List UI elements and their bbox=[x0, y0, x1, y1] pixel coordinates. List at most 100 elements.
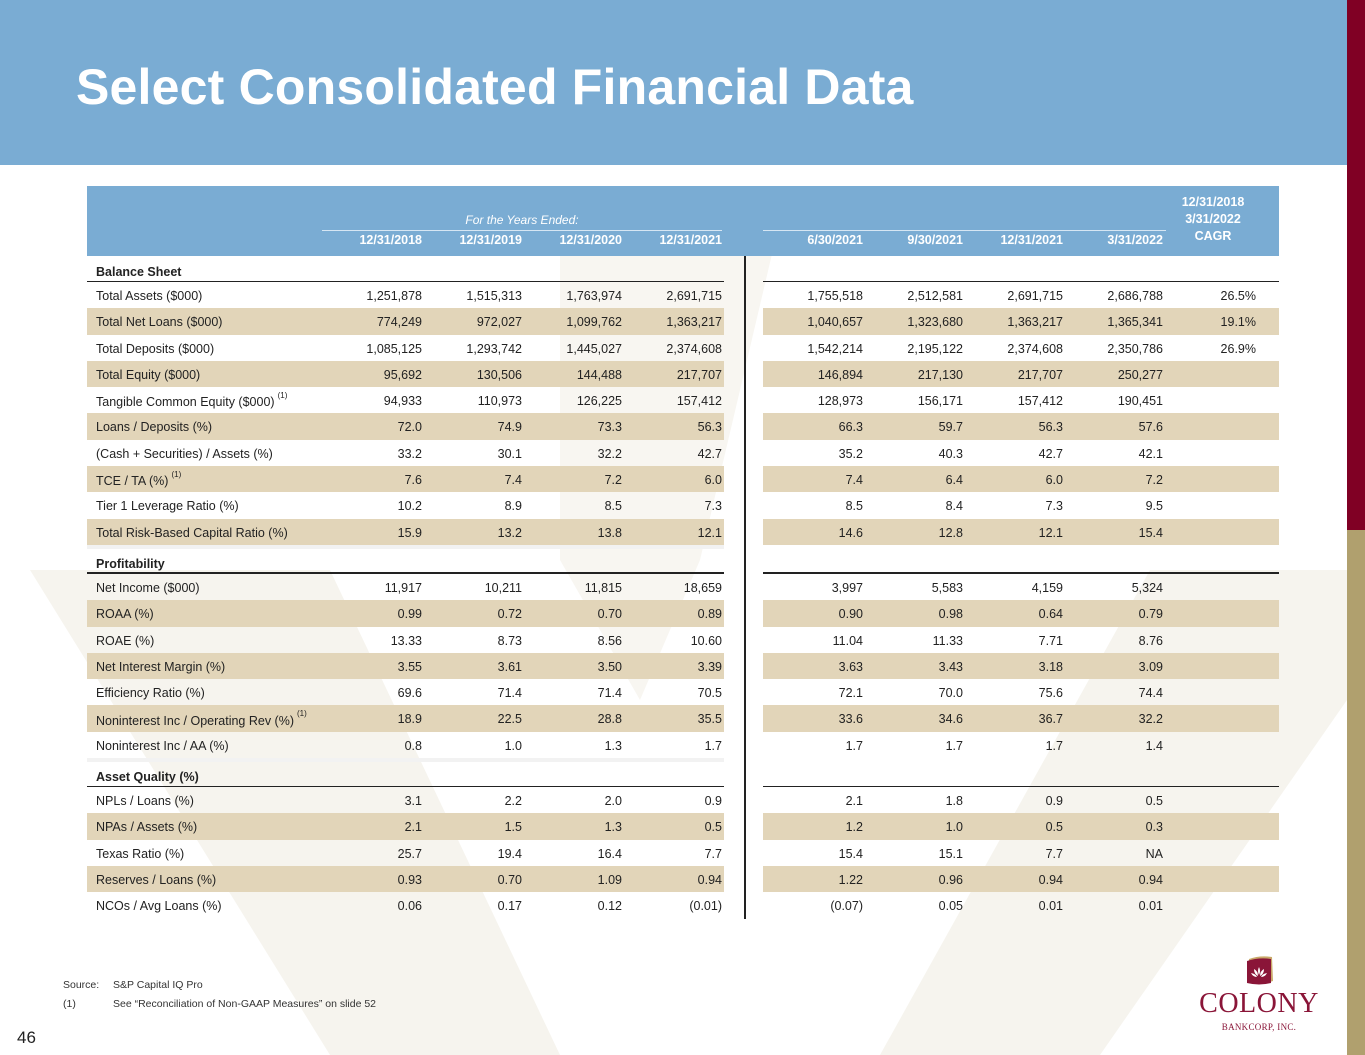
cell-quarterly: 15.4 bbox=[1138, 525, 1163, 540]
cell-annual: 33.2 bbox=[397, 446, 422, 461]
section-rule bbox=[763, 280, 1279, 282]
cell-annual: 2.2 bbox=[504, 794, 522, 809]
row-bg bbox=[763, 360, 1279, 388]
footnote-text: S&P Capital IQ Pro bbox=[113, 979, 203, 991]
cell-quarterly: 1.2 bbox=[845, 820, 863, 835]
column-header-annual: 12/31/2019 bbox=[459, 233, 522, 247]
row-label: (Cash + Securities) / Assets (%) bbox=[96, 447, 273, 461]
table-row: Tangible Common Equity ($000) (1) 94,933 11… bbox=[87, 387, 1279, 413]
table-row: Total Risk-Based Capital Ratio (%) 15.9 13… bbox=[87, 518, 1279, 545]
table-row: Texas Ratio (%) 25.7 19.4 16.4 7.7 15.4 15.1 7.… bbox=[87, 840, 1279, 866]
footnotes: Source: S&P Capital IQ Pro (1) See “Reconc… bbox=[63, 979, 376, 1017]
table-header: For the Years Ended: 12/31/2018 12/31/201… bbox=[87, 186, 1279, 256]
cell-annual: 30.1 bbox=[497, 446, 522, 461]
cell-annual: 32.2 bbox=[597, 446, 622, 461]
cell-quarterly: 8.5 bbox=[845, 499, 863, 514]
footnote-1: (1) See “Reconciliation of Non-GAAP Measu… bbox=[63, 998, 376, 1017]
cell-quarterly: 217,707 bbox=[1017, 367, 1063, 382]
cell-annual: 18.9 bbox=[397, 712, 422, 727]
row-bg bbox=[87, 466, 724, 493]
row-label-text: (Cash + Securities) / Assets (%) bbox=[96, 446, 273, 461]
row-label: Net Income ($000) bbox=[96, 581, 200, 595]
cell-annual: 7.2 bbox=[604, 473, 622, 488]
row-label-text: Total Equity ($000) bbox=[96, 367, 201, 382]
cell-quarterly: 2,374,608 bbox=[1007, 341, 1063, 356]
table-row: Reserves / Loans (%) 0.93 0.70 1.09 0.94 1.22… bbox=[87, 865, 1279, 893]
row-bg bbox=[763, 466, 1279, 493]
cell-annual: 28.8 bbox=[597, 712, 622, 727]
cell-quarterly: 250,277 bbox=[1117, 367, 1163, 382]
section-rule bbox=[763, 785, 1279, 788]
table-row: Efficiency Ratio (%) 69.6 71.4 71.4 70.5 72.1… bbox=[87, 679, 1279, 705]
row-label: Texas Ratio (%) bbox=[96, 847, 184, 861]
cell-annual: 73.3 bbox=[597, 420, 622, 435]
row-bg bbox=[763, 865, 1279, 893]
table-row: ROAA (%) 0.99 0.72 0.70 0.89 0.90 0.98 0.64 0.79 bbox=[87, 600, 1279, 627]
row-label-text: ROAE (%) bbox=[96, 633, 155, 648]
cell-annual: 2.1 bbox=[404, 820, 422, 835]
row-label-text: Noninterest Inc / AA (%) bbox=[96, 738, 229, 753]
years-ended-label: For the Years Ended: bbox=[465, 213, 579, 227]
page-number: 46 bbox=[17, 1028, 36, 1047]
cell-annual: 0.8 bbox=[404, 738, 422, 753]
cell-annual: 3.61 bbox=[497, 659, 522, 674]
cell-quarterly: 1,040,657 bbox=[807, 315, 863, 330]
cell-annual: 972,027 bbox=[476, 315, 522, 330]
cell-annual: 0.70 bbox=[497, 872, 522, 887]
row-label: Total Assets ($000) bbox=[96, 289, 202, 303]
logo-subtitle: BANKCORP, INC. bbox=[1221, 1022, 1297, 1032]
cell-annual: 10,211 bbox=[484, 580, 522, 595]
cell-annual: 0.93 bbox=[397, 872, 422, 887]
table-row: Total Equity ($000) 95,692 130,506 144,488 2… bbox=[87, 360, 1279, 388]
cell-annual: 1.7 bbox=[704, 738, 722, 753]
cell-annual: 42.7 bbox=[697, 446, 722, 461]
table-body: Balance Sheet Total Assets ($000) 1,251,87… bbox=[87, 256, 1279, 919]
table-row: (Cash + Securities) / Assets (%) 33.2 30.1… bbox=[87, 440, 1279, 466]
cell-quarterly: 3,997 bbox=[831, 580, 863, 595]
cell-quarterly: 0.64 bbox=[1038, 607, 1063, 622]
column-header-quarterly: 6/30/2021 bbox=[807, 233, 863, 247]
footnote-marker: (1) bbox=[171, 470, 182, 480]
cell-annual: 1,085,125 bbox=[366, 341, 422, 356]
section-title: Asset Quality (%) bbox=[96, 770, 199, 785]
cagr-header-end: 3/31/2022 bbox=[1185, 212, 1241, 226]
cell-quarterly: (0.07) bbox=[830, 899, 863, 914]
table-row: Total Deposits ($000) 1,085,125 1,293,742 1… bbox=[87, 335, 1279, 361]
row-label-text: Efficiency Ratio (%) bbox=[96, 686, 205, 701]
row-label-text: Loans / Deposits (%) bbox=[96, 420, 213, 435]
cagr-header-start: 12/31/2018 bbox=[1181, 195, 1245, 209]
cell-quarterly: 1,365,341 bbox=[1107, 315, 1163, 330]
cell-annual: 16.4 bbox=[597, 846, 622, 861]
cell-annual: 2.0 bbox=[604, 794, 622, 809]
cell-quarterly: 74.4 bbox=[1138, 686, 1163, 701]
cell-annual: 3.39 bbox=[697, 659, 722, 674]
cell-annual: 144,488 bbox=[576, 367, 622, 382]
row-label-text: Reserves / Loans (%) bbox=[96, 872, 217, 887]
row-bg bbox=[87, 865, 724, 893]
cell-quarterly: 1.7 bbox=[945, 738, 963, 753]
row-bg bbox=[87, 705, 724, 732]
cell-quarterly: 3.09 bbox=[1138, 659, 1163, 674]
cell-quarterly: 217,130 bbox=[917, 367, 963, 382]
cell-annual: 56.3 bbox=[697, 420, 722, 435]
section-header: Balance Sheet bbox=[87, 256, 1279, 282]
cell-quarterly: 42.1 bbox=[1138, 446, 1163, 461]
row-bg bbox=[87, 518, 724, 545]
section-rule bbox=[87, 280, 724, 282]
cell-annual: 8.9 bbox=[504, 499, 522, 514]
column-header-annual: 12/31/2020 bbox=[559, 233, 622, 247]
cell-annual: 94,933 bbox=[383, 394, 422, 409]
row-label: Total Risk-Based Capital Ratio (%) bbox=[96, 526, 288, 540]
row-bg bbox=[763, 308, 1279, 335]
cell-annual: 1.09 bbox=[597, 872, 622, 887]
cell-annual: 0.89 bbox=[697, 607, 722, 622]
row-bg bbox=[763, 813, 1279, 840]
cell-quarterly: 7.4 bbox=[845, 473, 863, 488]
row-bg bbox=[87, 413, 724, 440]
cell-annual: 35.5 bbox=[697, 712, 722, 727]
cell-quarterly: 0.01 bbox=[1138, 899, 1163, 914]
row-label-text: ROAA (%) bbox=[96, 607, 154, 622]
cell-annual: 13.8 bbox=[597, 525, 622, 540]
cell-annual: 18,659 bbox=[683, 580, 722, 595]
cell-quarterly: 34.6 bbox=[938, 712, 963, 727]
